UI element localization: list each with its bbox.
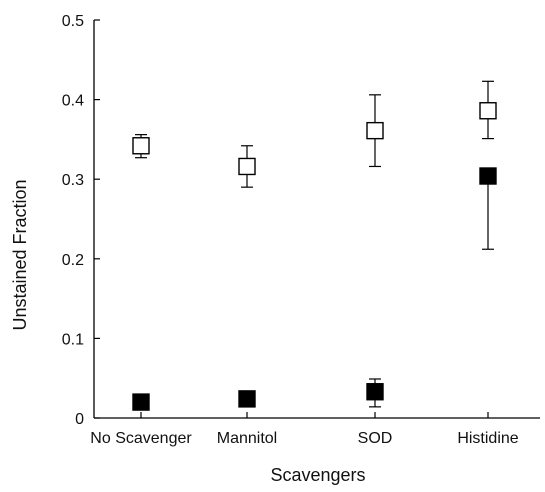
labels: Scavengers Unstained Fraction 0 0.1 0.2 0.3… <box>10 13 519 485</box>
x-tick-label: Mannitol <box>217 430 277 447</box>
y-tick-label: 0.2 <box>62 252 84 269</box>
y-tick-label: 0.1 <box>62 331 84 348</box>
y-tick-label: 0 <box>75 411 84 428</box>
x-tick-label: Histidine <box>457 430 518 447</box>
y-tick-label: 0.3 <box>62 172 84 189</box>
data-markers <box>132 102 497 411</box>
open-square-marker <box>366 121 384 140</box>
y-tick-label: 0.5 <box>62 13 84 30</box>
filled-square-marker <box>132 393 150 411</box>
x-tick-label: No Scavenger <box>90 430 192 447</box>
open-square-marker <box>479 102 497 120</box>
filled-square-marker <box>238 390 256 408</box>
open-square-marker <box>132 137 150 155</box>
filled-square-marker <box>479 167 497 185</box>
y-tick-label: 0.4 <box>62 93 84 110</box>
y-axis-label: Unstained Fraction <box>10 179 30 330</box>
open-square-marker <box>238 157 256 176</box>
filled-square-marker <box>366 383 384 401</box>
axes <box>93 19 540 419</box>
error-bars <box>135 80 494 408</box>
x-tick-label: SOD <box>358 430 393 447</box>
x-axis-label: Scavengers <box>270 465 365 485</box>
